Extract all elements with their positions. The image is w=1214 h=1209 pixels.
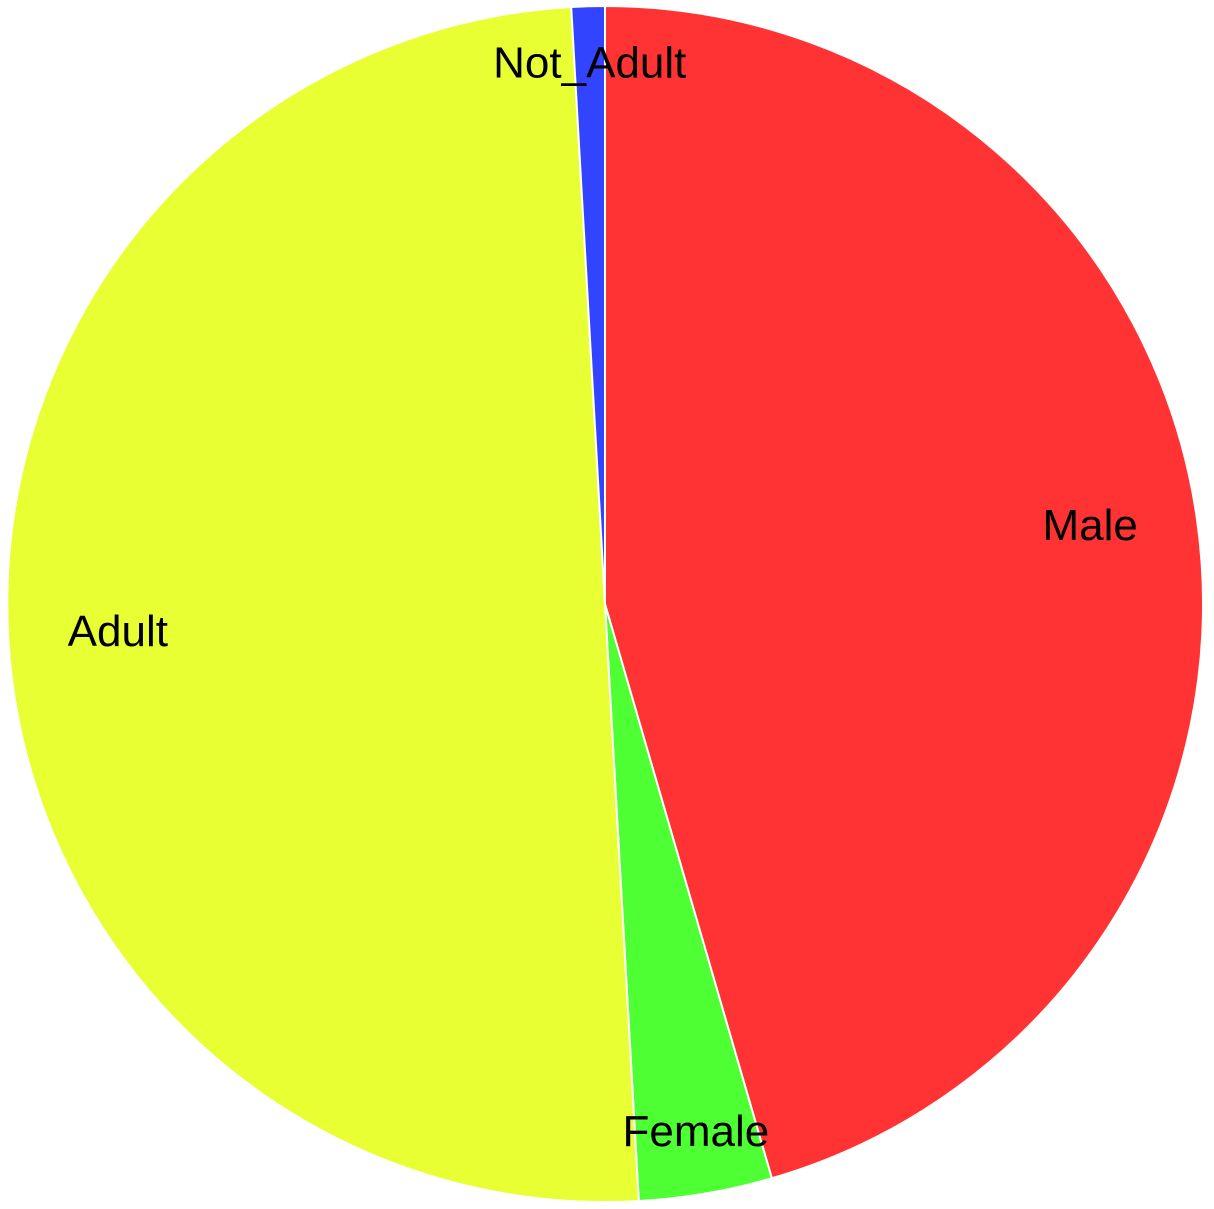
pie-slice-adult [7,7,639,1202]
pie-label-male: Male [1042,501,1137,550]
pie-slice-female [604,603,774,1203]
pie-slices [7,4,1205,1203]
pie-slice-male [604,4,1205,1180]
pie-label-female: Female [623,1107,770,1156]
pie-label-not-adult: Not_Adult [493,39,686,88]
pie-label-adult: Adult [68,607,168,656]
pie-labels: Male Female Adult Not_Adult [68,39,1138,1156]
pie-slice-not-adult [570,4,606,605]
